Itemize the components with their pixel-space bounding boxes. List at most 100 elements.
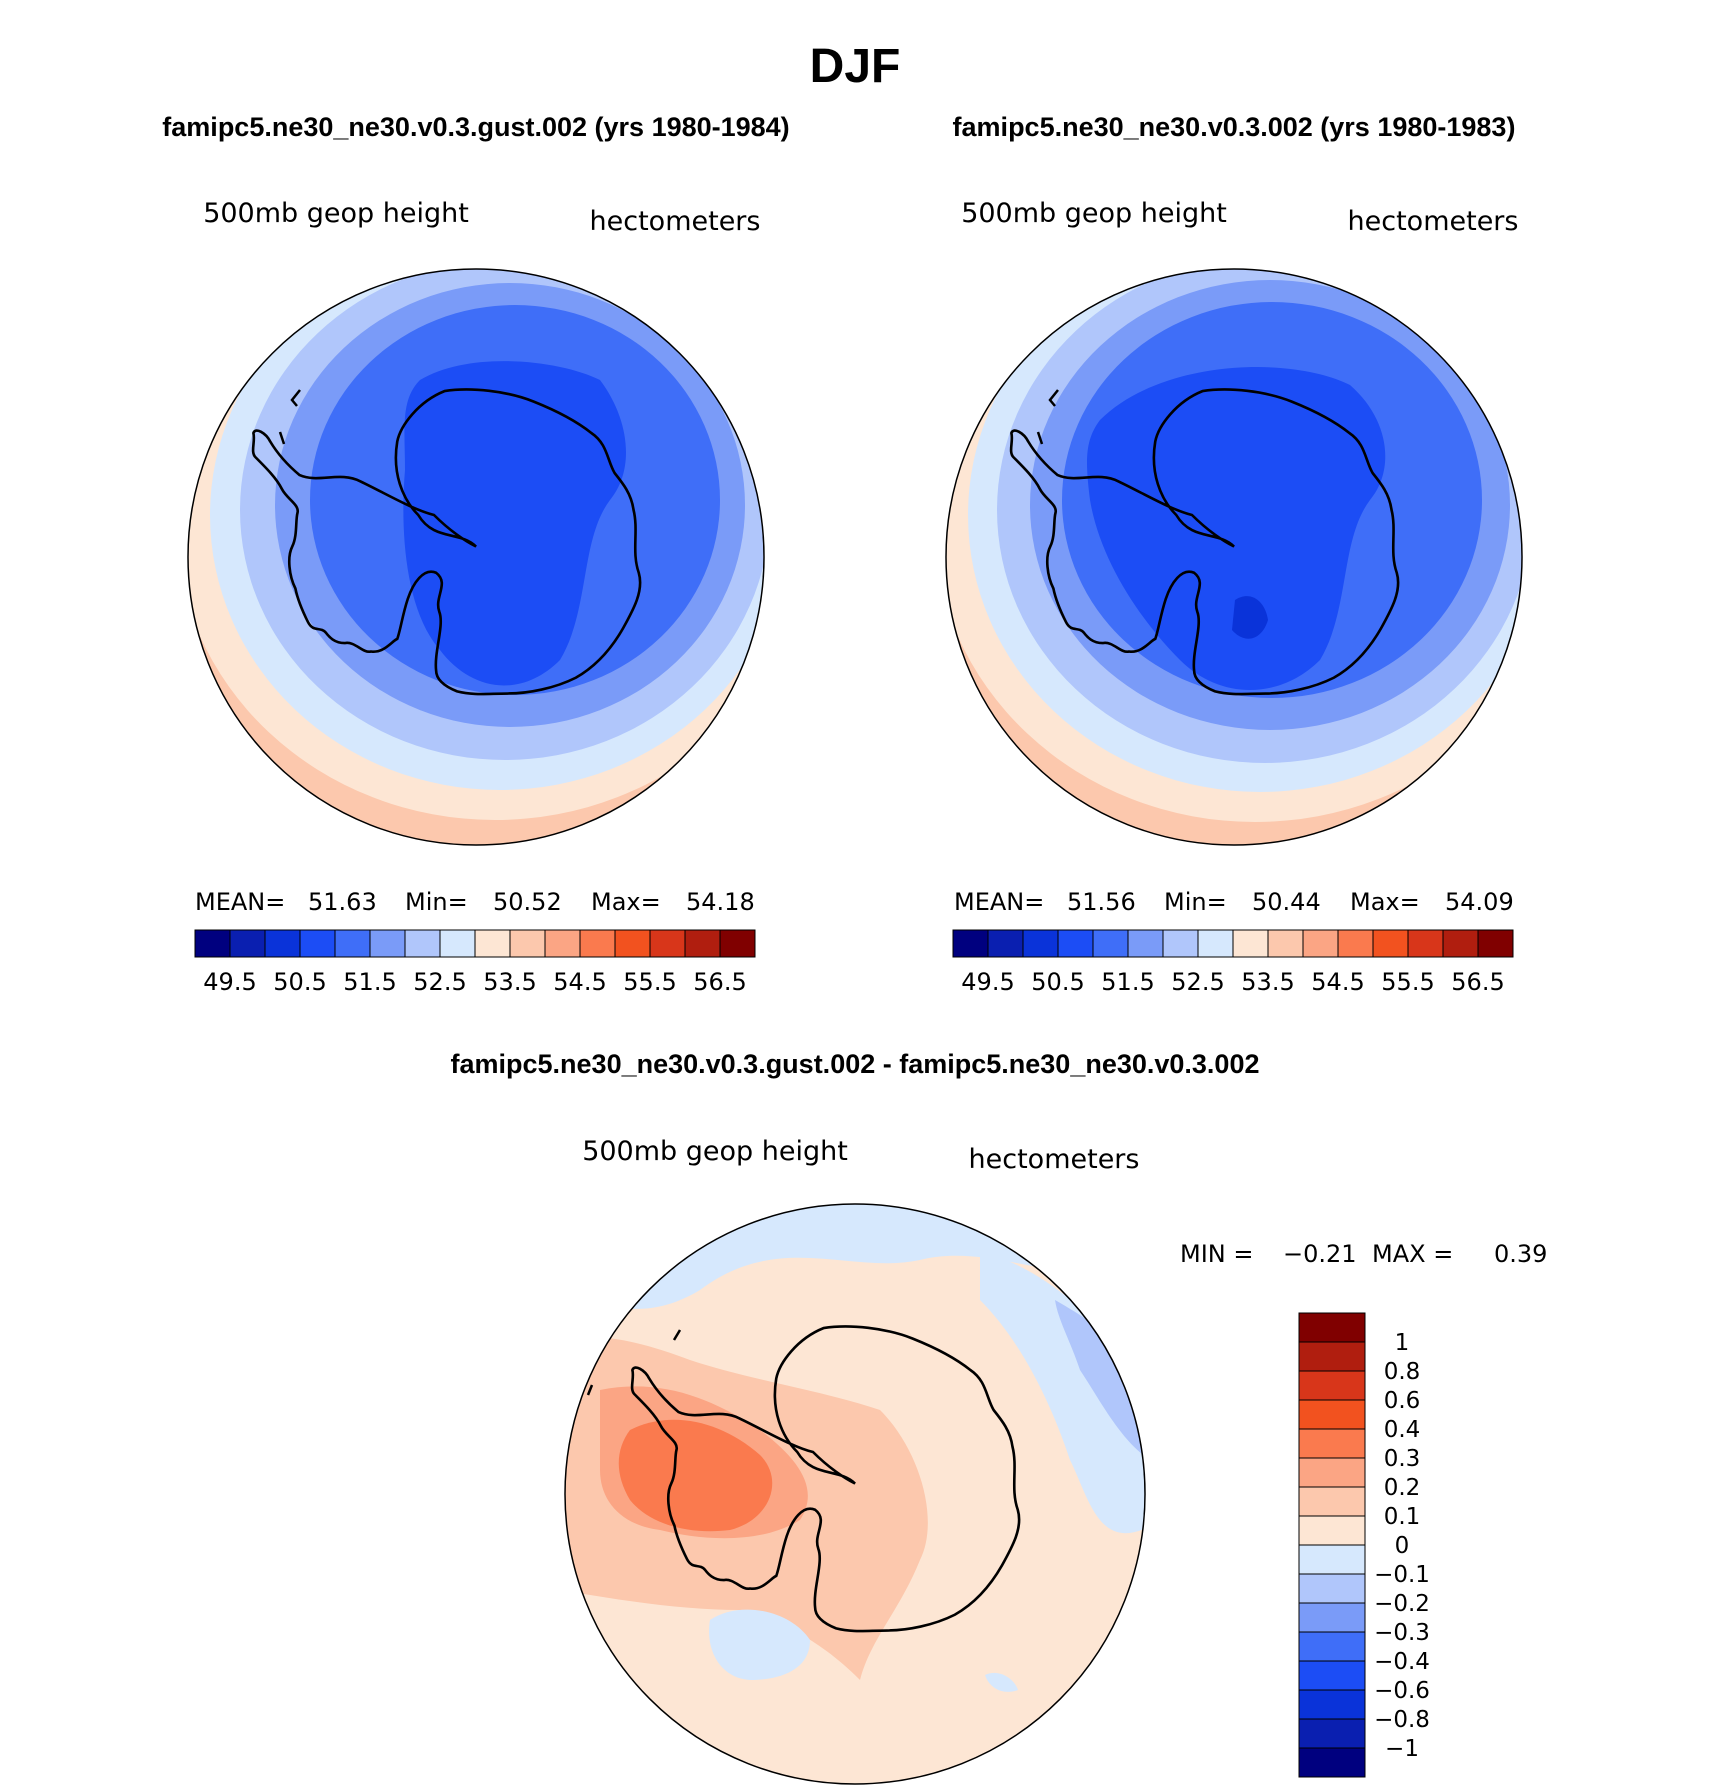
panel-1-colorbar-swatch	[649, 929, 686, 958]
panel-1-max-value: 54.18	[686, 888, 755, 916]
panel-1-max-label: Max=	[591, 888, 661, 916]
panel-2-colorbar-swatch	[1302, 929, 1339, 958]
panel-1-colorbar-tick-label: 52.5	[413, 968, 466, 996]
diff-min-label: MIN =	[1180, 1240, 1253, 1268]
diff-colorbar-swatch	[1298, 1689, 1366, 1720]
panel-1-colorbar-tick-label: 51.5	[343, 968, 396, 996]
panel-2-colorbar-tick-label: 55.5	[1381, 968, 1434, 996]
panel-2-colorbar: 49.5 50.5 51.5 52.5 53.5 54.5 55.5 56.5	[952, 929, 1514, 996]
panel-1-colorbar-tick-label: 49.5	[203, 968, 256, 996]
diff-colorbar-swatch	[1298, 1573, 1366, 1604]
panel-2-colorbar-tick-label: 51.5	[1101, 968, 1154, 996]
diff-colorbar-tick-label: −0.2	[1374, 1591, 1430, 1617]
diff-colorbar-tick-label: 0	[1395, 1533, 1410, 1559]
panel-1-mean-value: 51.63	[308, 888, 377, 916]
panel-2-stats: MEAN= 51.56 Min= 50.44 Max= 54.09	[954, 888, 1514, 916]
panel-1-colorbar-swatch	[264, 929, 301, 958]
panel-1-mean-label: MEAN=	[195, 888, 285, 916]
diff-colorbar-tick-label: −0.3	[1374, 1620, 1430, 1646]
panel-2-colorbar-swatch	[1022, 929, 1059, 958]
panel-2-colorbar-swatch	[1092, 929, 1129, 958]
panel-2-colorbar-tick-label: 50.5	[1031, 968, 1084, 996]
panel-2: famipc5.ne30_ne30.v0.3.002 (yrs 1980-198…	[945, 112, 1523, 996]
panel-2-colorbar-tick-label: 54.5	[1311, 968, 1364, 996]
panel-1-colorbar-swatch	[439, 929, 476, 958]
panel-1-map-border	[187, 268, 765, 846]
panel-1-colorbar-swatch	[719, 929, 756, 958]
diff-panel-stats: MIN = −0.21 MAX = 0.39	[1180, 1240, 1547, 1268]
diff-colorbar-swatch	[1298, 1660, 1366, 1691]
panel-2-colorbar-swatch	[1372, 929, 1409, 958]
panel-2-colorbar-swatch	[1267, 929, 1304, 958]
diff-colorbar-tick-label: 0.1	[1384, 1504, 1421, 1530]
figure-title: DJF	[810, 40, 901, 93]
diff-colorbar-tick-label: 0.4	[1384, 1417, 1421, 1443]
diff-colorbar-tick-label: −0.8	[1374, 1707, 1430, 1733]
diff-colorbar: 1 0.8 0.6 0.4 0.3 0.2 0.1 0 −0.1 −0.2 −0.3 −0.4 −0.6…	[1298, 1312, 1430, 1778]
panel-1-colorbar-tick-label: 54.5	[553, 968, 606, 996]
panel-2-header: famipc5.ne30_ne30.v0.3.002 (yrs 1980-198…	[953, 112, 1516, 142]
diff-colorbar-swatch	[1298, 1370, 1366, 1401]
panel-2-min-label: Min=	[1164, 888, 1227, 916]
diff-colorbar-swatch	[1298, 1341, 1366, 1372]
panel-2-max-label: Max=	[1350, 888, 1420, 916]
panel-2-colorbar-swatch	[1407, 929, 1444, 958]
diff-min-value: −0.21	[1283, 1240, 1357, 1268]
diff-colorbar-swatch	[1298, 1515, 1366, 1546]
panel-2-max-value: 54.09	[1445, 888, 1514, 916]
panel-1-header: famipc5.ne30_ne30.v0.3.gust.002 (yrs 198…	[162, 112, 789, 142]
panel-1-colorbar-tick-label: 56.5	[693, 968, 746, 996]
panel-1-min-label: Min=	[405, 888, 468, 916]
panel-1-colorbar-swatch	[229, 929, 266, 958]
diff-colorbar-tick-label: −0.1	[1374, 1562, 1430, 1588]
panel-2-variable-label: 500mb geop height	[961, 198, 1227, 229]
diff-colorbar-tick-label: 0.3	[1384, 1446, 1421, 1472]
diff-colorbar-swatch	[1298, 1312, 1366, 1343]
panel-1-map	[188, 269, 764, 845]
panel-1: famipc5.ne30_ne30.v0.3.gust.002 (yrs 198…	[162, 112, 789, 996]
panel-2-colorbar-swatch	[1127, 929, 1164, 958]
panel-2-map-border	[945, 268, 1523, 846]
diff-colorbar-swatch	[1298, 1428, 1366, 1459]
diff-max-label: MAX =	[1372, 1240, 1453, 1268]
panel-1-colorbar-swatch	[614, 929, 651, 958]
diff-colorbar-tick-label: 1	[1395, 1330, 1410, 1356]
panel-2-colorbar-tick-label: 53.5	[1241, 968, 1294, 996]
panel-1-colorbar-swatch	[194, 929, 231, 958]
panel-2-colorbar-swatch	[1337, 929, 1374, 958]
diff-colorbar-swatch	[1298, 1602, 1366, 1633]
panel-2-colorbar-swatch	[952, 929, 989, 958]
diff-panel: famipc5.ne30_ne30.v0.3.gust.002 - famipc…	[451, 1049, 1547, 1785]
panel-1-colorbar-swatch	[544, 929, 581, 958]
panel-2-mean-label: MEAN=	[954, 888, 1044, 916]
panel-1-colorbar-swatch	[334, 929, 371, 958]
diff-panel-units-label: hectometers	[969, 1144, 1140, 1175]
diff-colorbar-swatch	[1298, 1718, 1366, 1749]
panel-1-colorbar-swatch	[509, 929, 546, 958]
panel-2-colorbar-swatch	[1477, 929, 1514, 958]
panel-1-colorbar-swatch	[684, 929, 721, 958]
diff-colorbar-swatch	[1298, 1457, 1366, 1488]
panel-1-variable-label: 500mb geop height	[203, 198, 469, 229]
panel-1-colorbar-swatch	[299, 929, 336, 958]
diff-colorbar-swatch	[1298, 1747, 1366, 1778]
diff-colorbar-swatch	[1298, 1544, 1366, 1575]
panel-2-colorbar-swatch	[1232, 929, 1269, 958]
panel-2-mean-value: 51.56	[1067, 888, 1136, 916]
panel-2-colorbar-swatch	[987, 929, 1024, 958]
panel-2-colorbar-swatch	[1442, 929, 1479, 958]
panel-2-colorbar-tick-label: 56.5	[1451, 968, 1504, 996]
panel-2-map	[946, 269, 1522, 845]
diff-panel-variable-label: 500mb geop height	[582, 1136, 848, 1167]
diff-max-value: 0.39	[1494, 1240, 1547, 1268]
diff-panel-map-border	[564, 1203, 1146, 1785]
panel-2-colorbar-tick-label: 49.5	[961, 968, 1014, 996]
panel-2-min-value: 50.44	[1252, 888, 1321, 916]
panel-2-units-label: hectometers	[1348, 206, 1519, 237]
diff-colorbar-tick-label: 0.8	[1384, 1359, 1421, 1385]
diff-colorbar-tick-label: −0.4	[1374, 1649, 1430, 1675]
panel-1-colorbar-swatch	[404, 929, 441, 958]
diff-colorbar-tick-label: −0.6	[1374, 1678, 1430, 1704]
panel-1-stats: MEAN= 51.63 Min= 50.52 Max= 54.18	[195, 888, 755, 916]
